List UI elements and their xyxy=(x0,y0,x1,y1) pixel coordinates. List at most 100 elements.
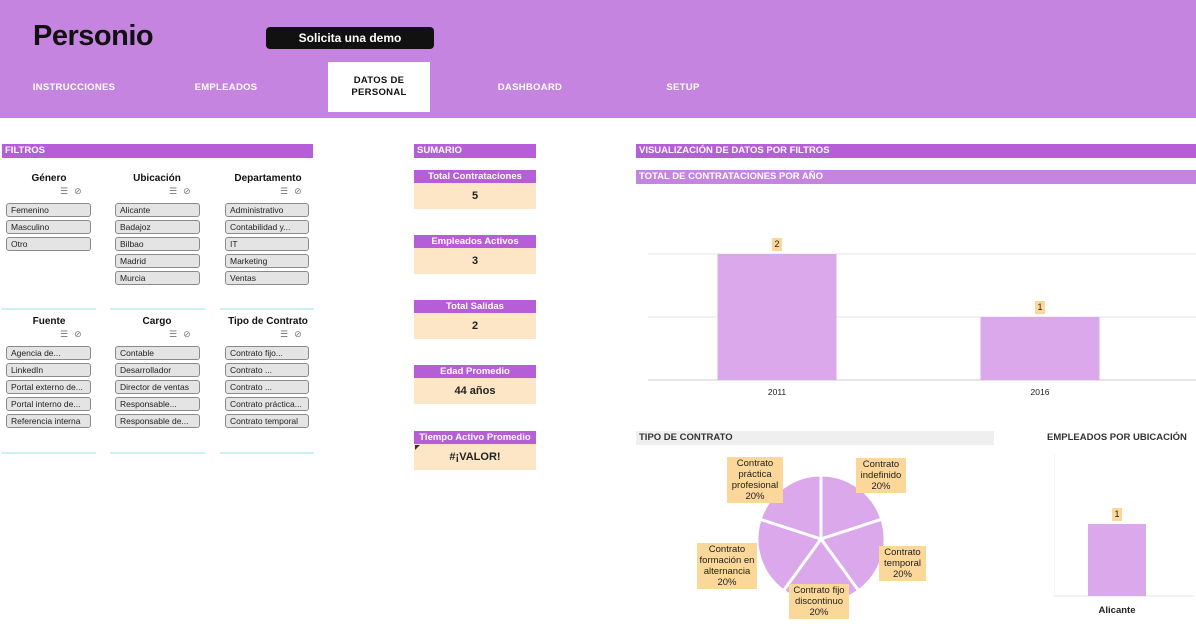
chart-title-empleados-ubicacion: EMPLEADOS POR UBICACIÓN xyxy=(1047,432,1187,443)
slicer-item[interactable]: Ventas xyxy=(225,271,309,285)
filter-icons-tipo-contrato[interactable]: ☰⊘ xyxy=(280,329,308,340)
slicer-item[interactable]: Responsable de... xyxy=(115,414,200,428)
tab-empleados[interactable]: EMPLEADOS xyxy=(194,81,258,93)
bar-2016[interactable] xyxy=(980,317,1100,380)
summary-label-tiempo-activo: Tiempo Activo Promedio xyxy=(414,431,536,444)
slicer-item[interactable]: Responsable... xyxy=(115,397,200,411)
slicer-item[interactable]: Contrato práctica... xyxy=(225,397,309,411)
filter-icons-cargo[interactable]: ☰⊘ xyxy=(169,329,197,340)
filter-title-cargo: Cargo xyxy=(142,316,172,327)
slicer-item[interactable]: Administrativo xyxy=(225,203,309,217)
summary-label-total-salidas: Total Salidas xyxy=(414,300,536,313)
chart-title-contrataciones: TOTAL DE CONTRATACIONES POR AÑO xyxy=(636,170,1196,184)
error-indicator-icon xyxy=(415,445,420,450)
multiselect-icon[interactable]: ☰ xyxy=(169,329,184,339)
pie-label-percent: 20% xyxy=(717,577,737,588)
filter-icons-departamento[interactable]: ☰⊘ xyxy=(280,186,308,197)
filters-header: FILTROS xyxy=(2,144,313,158)
slicer-item[interactable]: Agencia de... xyxy=(6,346,91,360)
slicer-divider xyxy=(2,452,96,454)
slicer-item[interactable]: LinkedIn xyxy=(6,363,91,377)
multiselect-icon[interactable]: ☰ xyxy=(280,329,295,339)
tab-setup[interactable]: SETUP xyxy=(666,81,700,93)
multiselect-icon[interactable]: ☰ xyxy=(60,186,75,196)
slicer-item[interactable]: IT xyxy=(225,237,309,251)
filter-title-departamento: Departamento xyxy=(234,173,302,184)
pie-label-percent: 20% xyxy=(809,607,829,618)
slicer-item[interactable]: Marketing xyxy=(225,254,309,268)
filter-title-genero: Género xyxy=(31,173,67,184)
demo-button[interactable]: Solicita una demo xyxy=(266,27,434,49)
pie-label-temporal: Contrato temporal 20% xyxy=(879,546,926,581)
tab-instrucciones[interactable]: INSTRUCCIONES xyxy=(32,81,116,93)
pie-label-name: Contrato temporal xyxy=(884,547,921,569)
slicer-item[interactable]: Contrato fijo... xyxy=(225,346,309,360)
tab-label-line2: PERSONAL xyxy=(351,87,407,98)
slicer-divider xyxy=(220,308,314,310)
slicer-item[interactable]: Contrato temporal xyxy=(225,414,309,428)
pie-label-name: Contrato formación en alternancia xyxy=(699,544,755,577)
slicer-item[interactable]: Masculino xyxy=(6,220,91,234)
multiselect-icon[interactable]: ☰ xyxy=(169,186,184,196)
slicer-item[interactable]: Madrid xyxy=(115,254,200,268)
slicer-item[interactable]: Badajoz xyxy=(115,220,200,234)
slicer-item[interactable]: Contrato ... xyxy=(225,363,309,377)
clear-filter-icon[interactable]: ⊘ xyxy=(74,186,88,196)
clear-filter-icon[interactable]: ⊘ xyxy=(183,186,197,196)
slicer-item[interactable]: Alicante xyxy=(115,203,200,217)
filter-icons-fuente[interactable]: ☰⊘ xyxy=(60,329,88,340)
slicer-item[interactable]: Contable xyxy=(115,346,200,360)
clear-filter-icon[interactable]: ⊘ xyxy=(183,329,197,339)
summary-header: SUMARIO xyxy=(414,144,536,158)
pie-slice[interactable] xyxy=(755,517,824,593)
slicer-item[interactable]: Contrato ... xyxy=(225,380,309,394)
pie-label-name: Contrato indefinido xyxy=(860,459,902,481)
filter-title-fuente: Fuente xyxy=(32,316,66,327)
pie-label-percent: 20% xyxy=(871,481,891,492)
slicer-item[interactable]: Contabilidad y... xyxy=(225,220,309,234)
slicer-divider xyxy=(110,452,205,454)
slicer-item[interactable]: Murcia xyxy=(115,271,200,285)
pie-label-indefinido: Contrato indefinido 20% xyxy=(856,458,906,493)
header-bar xyxy=(0,0,1196,118)
pie-label-name: Contrato fijo discontinuo xyxy=(793,585,845,607)
tick-label-alicante: Alicante xyxy=(1098,605,1136,616)
slicer-item[interactable]: Otro xyxy=(6,237,91,251)
tab-dashboard[interactable]: DASHBOARD xyxy=(497,81,563,93)
data-label-2011: 2 xyxy=(772,238,782,251)
slicer-item[interactable]: Portal interno de... xyxy=(6,397,91,411)
clear-filter-icon[interactable]: ⊘ xyxy=(74,329,88,339)
slicer-divider xyxy=(110,308,205,310)
summary-value-empleados-activos: 3 xyxy=(414,248,536,274)
slicer-divider xyxy=(2,308,96,310)
visualization-header: VISUALIZACIÓN DE DATOS POR FILTROS xyxy=(636,144,1196,158)
slicer-divider xyxy=(220,452,314,454)
multiselect-icon[interactable]: ☰ xyxy=(60,329,75,339)
data-label-alicante: 1 xyxy=(1112,508,1122,521)
multiselect-icon[interactable]: ☰ xyxy=(280,186,295,196)
pie-label-formacion-alternancia: Contrato formación en alternancia 20% xyxy=(697,543,757,589)
clear-filter-icon[interactable]: ⊘ xyxy=(294,329,308,339)
personio-logo[interactable]: Personio xyxy=(33,20,154,52)
slicer-item[interactable]: Desarrollador xyxy=(115,363,200,377)
slicer-item[interactable]: Director de ventas xyxy=(115,380,200,394)
slicer-item[interactable]: Bilbao xyxy=(115,237,200,251)
clear-filter-icon[interactable]: ⊘ xyxy=(294,186,308,196)
bar-2011[interactable] xyxy=(717,254,837,380)
pie-label-practica-profesional: Contrato práctica profesional 20% xyxy=(727,457,783,503)
data-label-2016: 1 xyxy=(1035,301,1045,314)
filter-icons-ubicacion[interactable]: ☰⊘ xyxy=(169,186,197,197)
slicer-item[interactable]: Femenino xyxy=(6,203,91,217)
pie-slice[interactable] xyxy=(758,473,823,542)
summary-label-total-contrataciones: Total Contrataciones xyxy=(414,170,536,183)
pie-label-percent: 20% xyxy=(745,491,765,502)
filter-title-ubicacion: Ubicación xyxy=(133,173,181,184)
bar-chart-contrataciones-por-ano xyxy=(648,253,1196,381)
tab-datos-de-personal[interactable]: DATOS DE PERSONAL xyxy=(328,62,430,112)
pie-label-name: Contrato práctica profesional xyxy=(731,458,779,491)
bar-alicante[interactable] xyxy=(1088,524,1146,596)
slicer-item[interactable]: Portal externo de... xyxy=(6,380,91,394)
slicer-item[interactable]: Referencia interna xyxy=(6,414,91,428)
summary-value-total-salidas: 2 xyxy=(414,313,536,339)
filter-icons-genero[interactable]: ☰⊘ xyxy=(60,186,88,197)
